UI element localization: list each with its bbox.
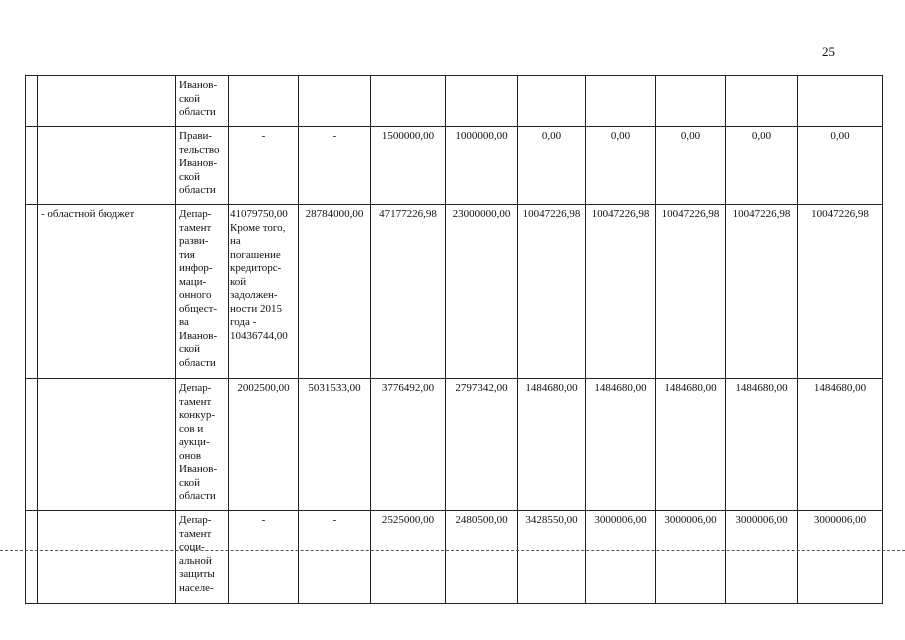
value-cell: 3776492,00 xyxy=(370,378,446,511)
value-cell: 1000000,00 xyxy=(445,126,518,205)
value-cell: 10047226,98 xyxy=(655,204,726,379)
value-cell: 1500000,00 xyxy=(370,126,446,205)
value-cell: 1484680,00 xyxy=(797,378,883,511)
table-row: Депар- тамент соци- альной защиты населе… xyxy=(25,510,883,604)
value-cell: 28784000,00 xyxy=(298,204,371,379)
group-cell xyxy=(37,75,176,127)
value-cell xyxy=(445,75,518,127)
value-cell xyxy=(228,75,299,127)
department-cell: Депар- тамент конкур- сов и аукци- онов … xyxy=(175,378,229,511)
table-row: Прави- тельство Иванов- ской области - -15… xyxy=(25,126,883,205)
value-cell: 10047226,98 xyxy=(797,204,883,379)
value-cell: 10047226,98 xyxy=(725,204,798,379)
value-cell: 2525000,00 xyxy=(370,510,446,604)
value-cell xyxy=(655,75,726,127)
value-cell: 2797342,00 xyxy=(445,378,518,511)
value-cell: 1484680,00 xyxy=(725,378,798,511)
value-cell: 3000006,00 xyxy=(797,510,883,604)
value-cell: 0,00 xyxy=(655,126,726,205)
budget-table: Иванов- ской области Прави- тельство Иван… xyxy=(25,75,883,604)
value-cell: 2480500,00 xyxy=(445,510,518,604)
value-cell: 3000006,00 xyxy=(585,510,656,604)
value-cell xyxy=(370,75,446,127)
margin-cell xyxy=(25,75,38,127)
value-cell xyxy=(298,75,371,127)
margin-cell xyxy=(25,378,38,511)
value-cell xyxy=(797,75,883,127)
group-cell xyxy=(37,126,176,205)
value-cell xyxy=(725,75,798,127)
group-cell xyxy=(37,510,176,604)
department-cell: Депар- тамент разви- тия инфор- маци- он… xyxy=(175,204,229,379)
value-cell: 3000006,00 xyxy=(725,510,798,604)
value-cell: - xyxy=(228,126,299,205)
value-cell: - xyxy=(298,510,371,604)
value-cell: 10047226,98 xyxy=(585,204,656,379)
margin-cell xyxy=(25,510,38,604)
value-cell: 1484680,00 xyxy=(517,378,586,511)
margin-cell xyxy=(25,126,38,205)
value-cell: 2002500,00 xyxy=(228,378,299,511)
value-cell: 10047226,98 xyxy=(517,204,586,379)
scan-line xyxy=(0,550,905,551)
group-cell: - областной бюджет xyxy=(37,204,176,379)
value-cell xyxy=(585,75,656,127)
page-number: 25 xyxy=(822,44,835,59)
group-cell xyxy=(37,378,176,511)
department-cell: Иванов- ской области xyxy=(175,75,229,127)
value-cell: 5031533,00 xyxy=(298,378,371,511)
value-cell: - xyxy=(298,126,371,205)
value-cell: - xyxy=(228,510,299,604)
value-cell: 0,00 xyxy=(517,126,586,205)
value-cell: 41079750,00 Кроме того, на погашение кре… xyxy=(228,204,299,379)
value-cell: 1484680,00 xyxy=(585,378,656,511)
table-row: - областной бюджет Депар- тамент разви- т… xyxy=(25,204,883,379)
value-cell: 47177226,98 xyxy=(370,204,446,379)
value-cell: 0,00 xyxy=(725,126,798,205)
department-cell: Депар- тамент соци- альной защиты населе… xyxy=(175,510,229,604)
value-cell: 0,00 xyxy=(585,126,656,205)
value-cell: 3000006,00 xyxy=(655,510,726,604)
value-cell: 1484680,00 xyxy=(655,378,726,511)
margin-cell xyxy=(25,204,38,379)
table-row: Депар- тамент конкур- сов и аукци- онов … xyxy=(25,378,883,511)
value-cell xyxy=(517,75,586,127)
value-cell: 0,00 xyxy=(797,126,883,205)
value-cell: 23000000,00 xyxy=(445,204,518,379)
table-row: Иванов- ской области xyxy=(25,75,883,127)
department-cell: Прави- тельство Иванов- ской области xyxy=(175,126,229,205)
value-cell: 3428550,00 xyxy=(517,510,586,604)
